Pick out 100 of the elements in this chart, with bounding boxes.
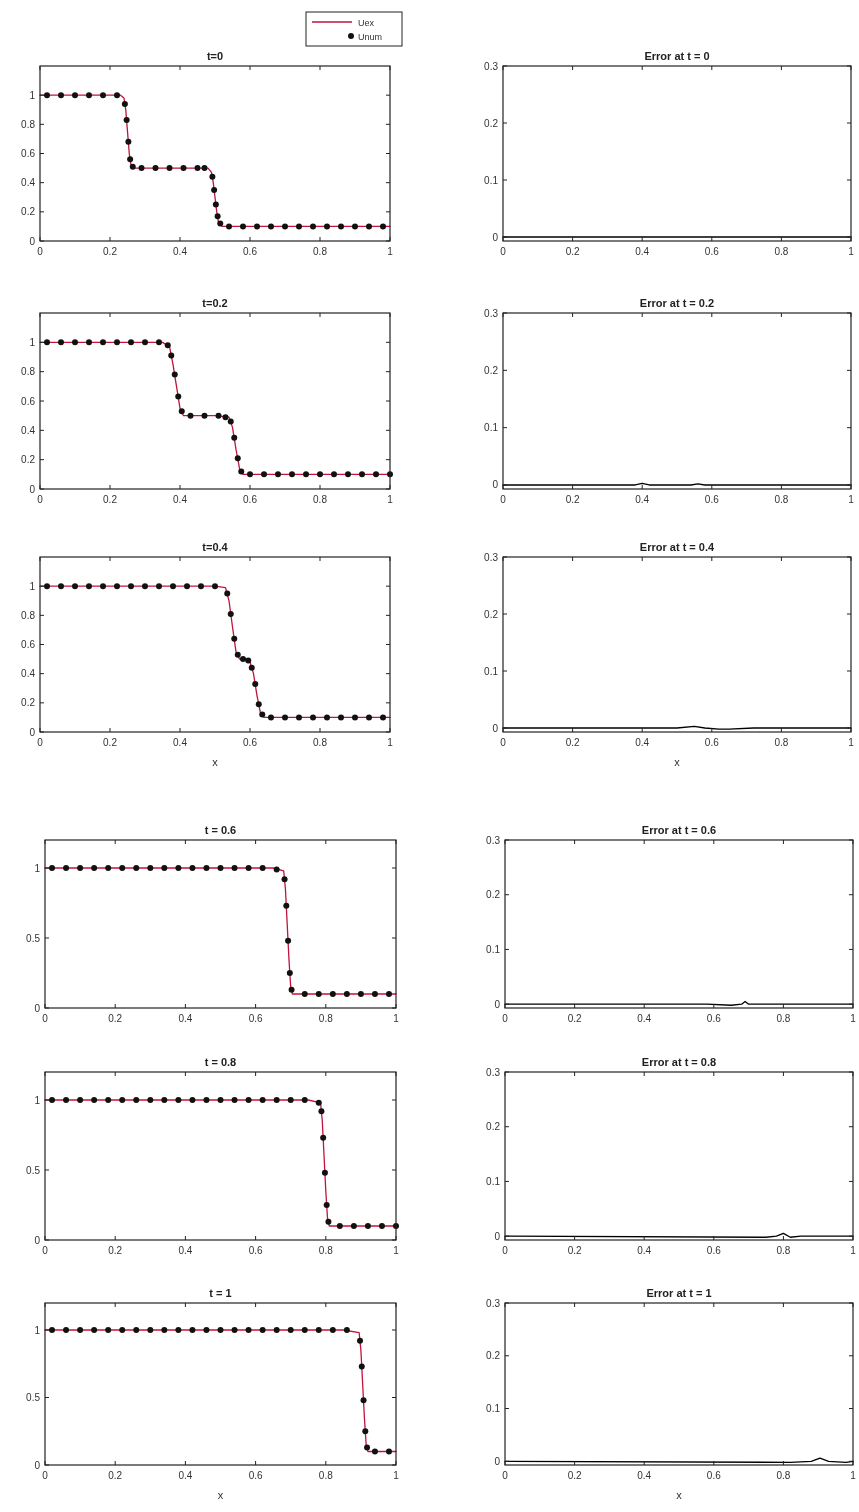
y-tick-label: 0.3 <box>484 60 499 72</box>
y-tick-label: 0 <box>494 998 501 1010</box>
y-tick-label: 0 <box>494 1455 501 1467</box>
x-tick-label: 0.8 <box>776 1245 791 1256</box>
x-tick-label: 0.6 <box>248 1470 263 1481</box>
x-tick-label: 0.4 <box>637 1013 652 1024</box>
x-tick-label: 0.8 <box>774 494 789 505</box>
x-tick-label: 0.4 <box>173 737 188 748</box>
x-tick-label: 0.2 <box>567 1470 582 1481</box>
x-tick-label: 0.2 <box>103 494 118 505</box>
x-tick-label: 0.4 <box>635 246 650 257</box>
y-tick-label: 0.2 <box>21 206 36 218</box>
y-tick-label: 0.3 <box>486 1297 501 1309</box>
x-tick-label: 0.2 <box>108 1245 123 1256</box>
x-tick-label: 0.2 <box>567 1245 582 1256</box>
y-tick-label: 0 <box>492 231 499 243</box>
y-tick-label: 0.5 <box>26 1392 41 1403</box>
x-tick-label: 0.2 <box>108 1013 123 1024</box>
y-tick-label: 0.6 <box>21 639 36 650</box>
x-tick-label: 0.2 <box>567 1013 582 1024</box>
y-tick-label: 0 <box>34 1002 41 1014</box>
y-tick-label: 0 <box>492 479 499 491</box>
chart-title: t = 0.6 <box>204 824 237 836</box>
y-tick-label: 0.3 <box>486 834 501 846</box>
x-tick-label: 0.2 <box>108 1470 123 1481</box>
x-tick-label: 0.2 <box>565 737 580 748</box>
x-axis-title: x <box>676 1489 683 1501</box>
y-tick-label: 0.8 <box>21 609 36 621</box>
y-tick-label: 1 <box>29 89 36 101</box>
x-tick-label: 0.2 <box>103 737 118 748</box>
chart-title: Error at t = 0.2 <box>639 297 715 309</box>
y-tick-label: 0 <box>29 235 36 247</box>
x-tick-label: 0.8 <box>313 737 328 748</box>
x-tick-label: 0.6 <box>243 494 258 505</box>
y-tick-label: 0.8 <box>21 366 36 378</box>
x-tick-label: 0.8 <box>776 1470 791 1481</box>
legend-label: Unum <box>358 31 383 42</box>
x-tick-label: 0.6 <box>243 737 258 748</box>
chart-title: t = 0.8 <box>204 1056 237 1068</box>
y-tick-label: 0.1 <box>484 665 499 677</box>
x-tick-label: 0.6 <box>704 737 720 748</box>
y-tick-label: 0 <box>34 1234 41 1246</box>
y-tick-label: 0.1 <box>484 174 499 186</box>
chart-title: t = 1 <box>209 1287 232 1299</box>
y-tick-label: 0.1 <box>486 1175 501 1187</box>
x-tick-label: 0.6 <box>704 494 720 505</box>
y-tick-label: 0.4 <box>21 668 36 680</box>
x-tick-label: 0.8 <box>318 1013 334 1024</box>
x-tick-label: 0 <box>42 1470 49 1481</box>
chart-title: Error at t = 1 <box>646 1287 712 1299</box>
x-tick-label: 0.2 <box>565 246 580 257</box>
x-tick-label: 0 <box>42 1245 49 1256</box>
x-tick-label: 0 <box>502 1013 509 1024</box>
x-tick-label: 0.8 <box>318 1470 334 1481</box>
y-tick-label: 1 <box>34 1094 41 1106</box>
y-tick-label: 0 <box>492 722 499 734</box>
x-tick-label: 0.8 <box>776 1013 791 1024</box>
y-tick-label: 0.1 <box>486 1403 501 1415</box>
y-tick-label: 0.6 <box>21 395 36 407</box>
x-tick-label: 0.6 <box>243 246 258 257</box>
x-tick-label: 0.6 <box>706 1470 722 1481</box>
x-tick-label: 0.6 <box>248 1245 263 1256</box>
y-tick-label: 0.6 <box>21 148 36 159</box>
x-tick-label: 0.4 <box>637 1470 652 1481</box>
x-axis-title: x <box>212 756 219 768</box>
x-tick-label: 0.6 <box>706 1245 722 1256</box>
y-tick-label: 0.2 <box>21 454 36 466</box>
y-tick-label: 0 <box>494 1230 501 1242</box>
x-tick-label: 0.8 <box>774 737 789 748</box>
x-tick-label: 0 <box>502 1470 509 1481</box>
x-tick-label: 0.4 <box>178 1013 193 1024</box>
y-tick-label: 0.2 <box>486 1121 501 1133</box>
x-tick-label: 0.2 <box>565 494 580 505</box>
chart-title: Error at t = 0.6 <box>641 824 717 836</box>
x-tick-label: 0.4 <box>635 494 650 505</box>
x-tick-label: 1 <box>393 1470 400 1481</box>
y-tick-label: 0.4 <box>21 177 36 189</box>
x-tick-label: 1 <box>850 1013 857 1024</box>
x-tick-label: 0.6 <box>706 1013 722 1024</box>
legend-label: Uex <box>358 17 375 28</box>
x-tick-label: 0 <box>502 1245 509 1256</box>
x-tick-label: 0.8 <box>313 494 328 505</box>
x-tick-label: 1 <box>393 1245 400 1256</box>
x-tick-label: 0.4 <box>178 1470 193 1481</box>
x-tick-label: 0.6 <box>248 1013 263 1024</box>
x-tick-label: 0.2 <box>103 246 118 257</box>
y-tick-label: 0.4 <box>21 424 36 436</box>
y-tick-label: 0.5 <box>26 1164 41 1176</box>
x-tick-label: 1 <box>848 494 855 505</box>
x-tick-label: 0.8 <box>774 246 789 257</box>
y-tick-label: 0.8 <box>21 118 36 130</box>
y-tick-label: 0.3 <box>484 307 499 319</box>
y-tick-label: 0.2 <box>486 889 501 901</box>
y-tick-label: 0.3 <box>484 551 499 563</box>
y-tick-label: 0.5 <box>26 932 41 944</box>
y-tick-label: 0.1 <box>486 943 501 955</box>
x-tick-label: 0.8 <box>313 246 328 257</box>
chart-title: Error at t = 0 <box>644 50 710 62</box>
x-tick-label: 1 <box>387 246 394 257</box>
x-tick-label: 1 <box>850 1245 857 1256</box>
